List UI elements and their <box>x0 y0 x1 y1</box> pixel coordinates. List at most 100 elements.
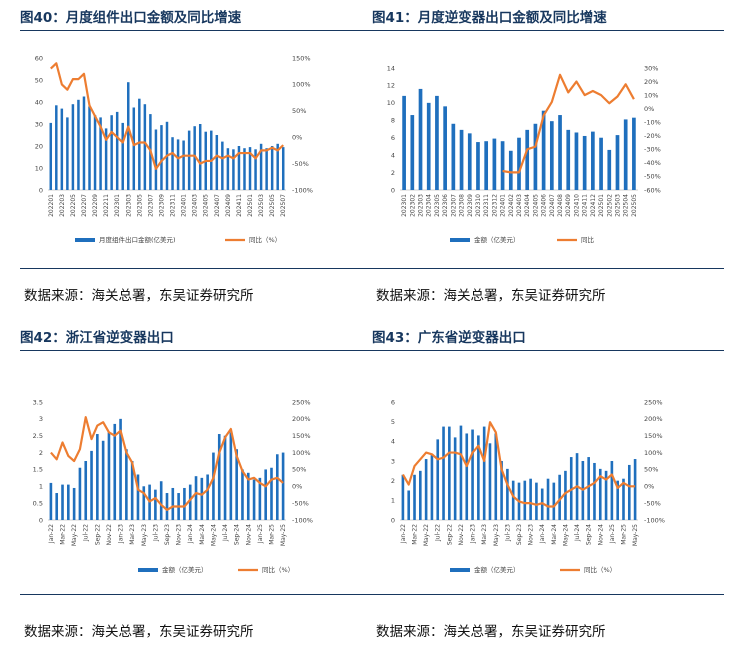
bar <box>193 126 196 190</box>
y-right-tick-label: 0% <box>644 105 654 113</box>
bar <box>138 98 141 190</box>
x-tick-label: Mar-25 <box>620 524 627 545</box>
bar <box>467 133 472 190</box>
figure-40-chart: 0 10 20 30 40 50 60 -100% -50% 0% 50% 100% 150% 20220… <box>35 54 313 244</box>
x-tick-label: 202401 <box>500 194 507 217</box>
y-left-tick-label: 4 <box>391 438 395 446</box>
bar <box>494 433 498 520</box>
bar <box>564 470 567 520</box>
legend-bar-swatch <box>450 568 470 572</box>
figure-top-rule <box>20 30 372 31</box>
y-right-tick-label: 100% <box>292 81 311 89</box>
bar <box>632 117 636 190</box>
y-left-tick-label: 10 <box>35 164 43 172</box>
figure-42-panel: 图42：浙江省逆变器出口 0 0.5 1 1.5 2 2.5 3 3.5 -100% -50% 0%… <box>20 324 372 651</box>
bar <box>221 141 224 190</box>
figure-41-chart: 0 2 4 6 8 10 12 14 -60% -50% -40% -30% -20% -10% 0% 10%… <box>387 64 661 244</box>
x-tick-label: 202402 <box>508 194 515 217</box>
y-left-tick-label: 3.5 <box>33 398 43 406</box>
x-tick-label: Mar-25 <box>268 524 275 545</box>
bar <box>459 129 464 190</box>
x-tick-label: Mar-24 <box>551 524 558 545</box>
x-tick-label: Sep-23 <box>516 524 523 545</box>
figure-top-rule <box>372 350 724 351</box>
bar <box>574 132 579 190</box>
bar <box>55 493 59 520</box>
x-tick-label: Jan-24 <box>539 524 546 544</box>
legend-bar-label: 月度组件出口金额(亿美元) <box>99 235 176 244</box>
x-tick-label: Sep-22 <box>446 524 453 545</box>
x-tick-label: 202404 <box>524 194 531 217</box>
y-right-tick-label: -100% <box>292 186 313 194</box>
y-right-tick-label: 20% <box>644 78 658 86</box>
x-tick-label: 202304 <box>426 194 433 217</box>
bar <box>171 137 174 190</box>
x-tick-label: Jan-22 <box>48 524 55 544</box>
x-tick-label: 202203 <box>59 194 66 217</box>
bar <box>281 147 285 190</box>
x-tick-label: 202311 <box>483 194 490 217</box>
y-right-tick-label: 100% <box>644 449 663 457</box>
y-left-tick-label: 50 <box>35 76 43 84</box>
bar <box>604 470 608 520</box>
x-tick-label: 202410 <box>573 194 580 217</box>
bar <box>215 135 219 190</box>
x-tick-label: 202308 <box>459 194 466 217</box>
x-tick-label: 202405 <box>532 194 539 217</box>
bar <box>96 434 99 520</box>
bar <box>130 461 134 520</box>
y-right-tick-label: 150% <box>644 432 663 440</box>
bar <box>633 459 637 520</box>
x-tick-label: Nov-24 <box>245 524 252 546</box>
y-right-tick-label: 150% <box>292 432 311 440</box>
bar <box>107 432 111 520</box>
y-left-tick-label: 1 <box>391 497 395 505</box>
bar <box>558 474 561 520</box>
bar <box>451 123 456 190</box>
y-right-tick-label: -20% <box>644 132 661 140</box>
x-tick-label: Jul-23 <box>504 524 511 542</box>
x-tick-label: Mar-23 <box>129 524 136 545</box>
x-tick-label: 202501 <box>598 194 605 217</box>
bar <box>254 149 257 190</box>
bar <box>533 123 538 190</box>
source-note: 数据来源：海关总署，东吴证券研究所 <box>376 288 606 304</box>
bar <box>424 459 428 520</box>
legend-bar-label: 金额（亿美元） <box>474 235 520 244</box>
legend-bar-swatch <box>138 568 158 572</box>
bar <box>49 122 53 190</box>
bar <box>258 477 262 520</box>
bar <box>248 147 252 190</box>
y-left-tick-label: 1.5 <box>33 466 43 474</box>
y-right-tick-label: 150% <box>292 54 311 62</box>
x-tick-label: Mar-23 <box>481 524 488 545</box>
bar <box>223 435 227 520</box>
y-left-tick-label: 3 <box>39 415 43 423</box>
x-tick-label: 202403 <box>192 194 199 217</box>
bar <box>132 107 136 190</box>
legend-line-label: 同比（%） <box>249 235 281 244</box>
bar <box>443 106 447 190</box>
y-left-tick-label: 12 <box>387 82 395 90</box>
bar <box>264 469 267 520</box>
x-tick-label: 202409 <box>225 194 232 217</box>
x-tick-label: 202403 <box>516 194 523 217</box>
y-left-tick-label: 20 <box>35 142 43 150</box>
bar <box>88 106 91 190</box>
figure-title: 图40：月度组件出口金额及同比增速 <box>20 10 242 26</box>
bar <box>176 139 180 190</box>
x-tick-label: Nov-23 <box>528 524 535 546</box>
bar <box>615 135 620 190</box>
x-tick-label: 202502 <box>606 194 613 217</box>
bar <box>206 474 209 520</box>
y-left-tick-label: 14 <box>387 64 395 72</box>
bar <box>270 146 274 190</box>
y-right-tick-label: 50% <box>292 107 306 115</box>
y-left-tick-label: 6 <box>391 398 395 406</box>
y-right-tick-label: 250% <box>644 398 663 406</box>
bar <box>587 457 590 520</box>
x-tick-label: Nov-22 <box>458 524 465 546</box>
x-tick-label: Nov-23 <box>176 524 183 546</box>
bar <box>232 149 235 190</box>
bar <box>67 484 70 520</box>
